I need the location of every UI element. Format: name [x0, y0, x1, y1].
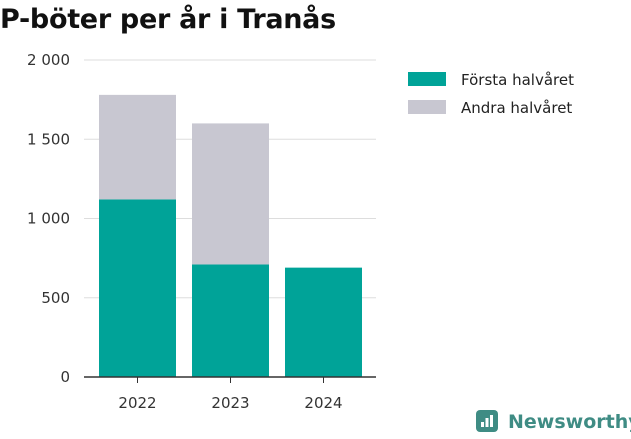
bar-segment: [285, 267, 362, 377]
x-tick-label: 2024: [304, 394, 342, 412]
y-tick-label: 2 000: [27, 51, 70, 69]
bar-segment: [99, 94, 176, 200]
y-tick-label: 1 500: [27, 130, 70, 148]
legend-label: Andra halvåret: [461, 99, 572, 117]
logo-bar: [481, 422, 484, 427]
logo-bar: [490, 415, 493, 427]
y-tick-label: 1 000: [27, 210, 70, 228]
chart-title: P-böter per år i Tranås: [0, 4, 336, 35]
legend-swatch: [408, 72, 446, 86]
x-tick-label: 2023: [211, 394, 249, 412]
logo-bar: [485, 418, 489, 427]
bar-segment: [99, 199, 176, 377]
legend-swatch: [408, 100, 446, 114]
newsworthy-logo[interactable]: Newsworthy: [476, 410, 631, 433]
bar-segment: [192, 264, 269, 377]
brand-name: Newsworthy: [508, 411, 631, 433]
legend: Första halvåret Andra halvåret: [408, 71, 574, 117]
legend-label: Första halvåret: [461, 71, 574, 89]
y-tick-label: 0: [60, 368, 70, 386]
axes: 0 500 1 000 1 500 2 000 2022 2023 2024: [27, 51, 376, 412]
bar-segment: [192, 123, 269, 265]
y-tick-label: 500: [41, 289, 70, 307]
x-tick-label: 2022: [118, 394, 156, 412]
bars: [99, 94, 362, 377]
